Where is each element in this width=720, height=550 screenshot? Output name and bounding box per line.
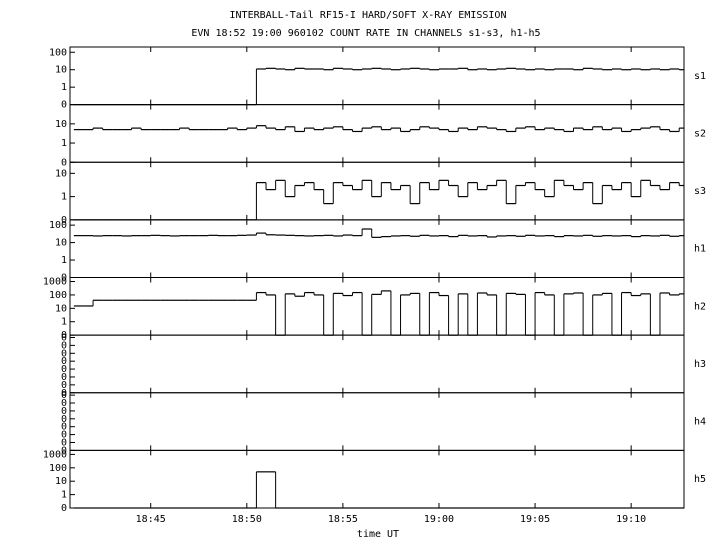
- y-tick-label: 100: [49, 220, 67, 231]
- panel-label: s3: [694, 186, 706, 197]
- y-tick-label: 0: [61, 215, 67, 226]
- panel-label: h3: [694, 359, 706, 370]
- y-tick-label: 0: [61, 437, 67, 448]
- y-tick-label: 10: [55, 168, 67, 179]
- panel-label: s1: [694, 71, 706, 82]
- y-tick-label: 0: [61, 332, 67, 343]
- y-tick-label: 10: [55, 238, 67, 249]
- y-tick-label: 1: [61, 82, 67, 93]
- y-tick-label: 1: [61, 138, 67, 149]
- panel-label: h2: [694, 301, 706, 312]
- y-tick-label: 0: [61, 372, 67, 383]
- x-tick-label: 19:05: [520, 514, 550, 525]
- y-tick-label: 1000: [43, 277, 67, 288]
- y-tick-label: 0: [61, 356, 67, 367]
- y-tick-label: 0: [61, 406, 67, 417]
- x-tick-label: 18:55: [328, 514, 358, 525]
- y-tick-label: 100: [49, 47, 67, 58]
- y-tick-label: 0: [61, 340, 67, 351]
- y-tick-label: 0: [61, 348, 67, 359]
- y-tick-label: 10: [55, 65, 67, 76]
- y-tick-label: 1: [61, 192, 67, 203]
- y-tick-label: 1: [61, 255, 67, 266]
- y-tick-label: 1000: [43, 449, 67, 460]
- x-tick-label: 18:50: [232, 514, 262, 525]
- y-tick-label: 0: [61, 430, 67, 441]
- y-tick-label: 0: [61, 388, 67, 399]
- y-tick-label: 0: [61, 157, 67, 168]
- y-tick-label: 0: [61, 398, 67, 409]
- y-tick-label: 0: [61, 445, 67, 456]
- y-tick-label: 10: [55, 303, 67, 314]
- y-tick-label: 100: [49, 290, 67, 301]
- y-tick-label: 0: [61, 414, 67, 425]
- chart-title: INTERBALL-Tail RF15-I HARD/SOFT X-RAY EM…: [230, 10, 507, 21]
- chart-subtitle: EVN 18:52 19:00 960102 COUNT RATE IN CHA…: [191, 28, 540, 39]
- y-tick-label: 1: [61, 317, 67, 328]
- y-tick-label: 0: [61, 273, 67, 284]
- y-tick-label: 10: [55, 476, 67, 487]
- x-axis-label: time UT: [357, 529, 399, 540]
- y-tick-label: 10: [55, 119, 67, 130]
- x-tick-label: 19:00: [424, 514, 454, 525]
- y-tick-label: 0: [61, 422, 67, 433]
- panel-label: h5: [694, 474, 706, 485]
- y-tick-label: 0: [61, 390, 67, 401]
- y-tick-label: 0: [61, 330, 67, 341]
- y-tick-label: 0: [61, 503, 67, 514]
- y-tick-label: 0: [61, 364, 67, 375]
- panel-label: s2: [694, 128, 706, 139]
- panel-label: h1: [694, 244, 706, 255]
- y-tick-label: 100: [49, 463, 67, 474]
- x-tick-label: 18:45: [136, 514, 166, 525]
- y-tick-label: 1: [61, 490, 67, 501]
- y-tick-label: 0: [61, 100, 67, 111]
- x-tick-label: 19:10: [616, 514, 646, 525]
- y-tick-label: 0: [61, 380, 67, 391]
- panel-label: h4: [694, 417, 706, 428]
